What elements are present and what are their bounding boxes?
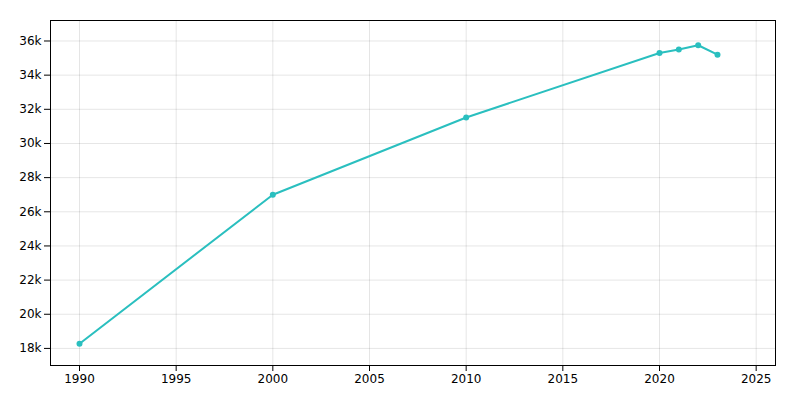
svg-text:20k: 20k — [19, 307, 41, 321]
svg-text:1995: 1995 — [161, 372, 192, 386]
svg-text:22k: 22k — [19, 273, 41, 287]
svg-text:26k: 26k — [19, 205, 41, 219]
svg-text:2000: 2000 — [258, 372, 289, 386]
svg-text:18k: 18k — [19, 341, 41, 355]
svg-text:32k: 32k — [19, 102, 41, 116]
svg-text:2025: 2025 — [741, 372, 772, 386]
svg-text:2015: 2015 — [548, 372, 579, 386]
svg-text:28k: 28k — [19, 170, 41, 184]
svg-text:34k: 34k — [19, 68, 41, 82]
svg-text:36k: 36k — [19, 34, 41, 48]
svg-text:2010: 2010 — [451, 372, 482, 386]
svg-text:24k: 24k — [19, 239, 41, 253]
svg-text:1990: 1990 — [64, 372, 95, 386]
svg-text:2005: 2005 — [354, 372, 385, 386]
svg-text:2020: 2020 — [644, 372, 675, 386]
svg-text:30k: 30k — [19, 136, 41, 150]
